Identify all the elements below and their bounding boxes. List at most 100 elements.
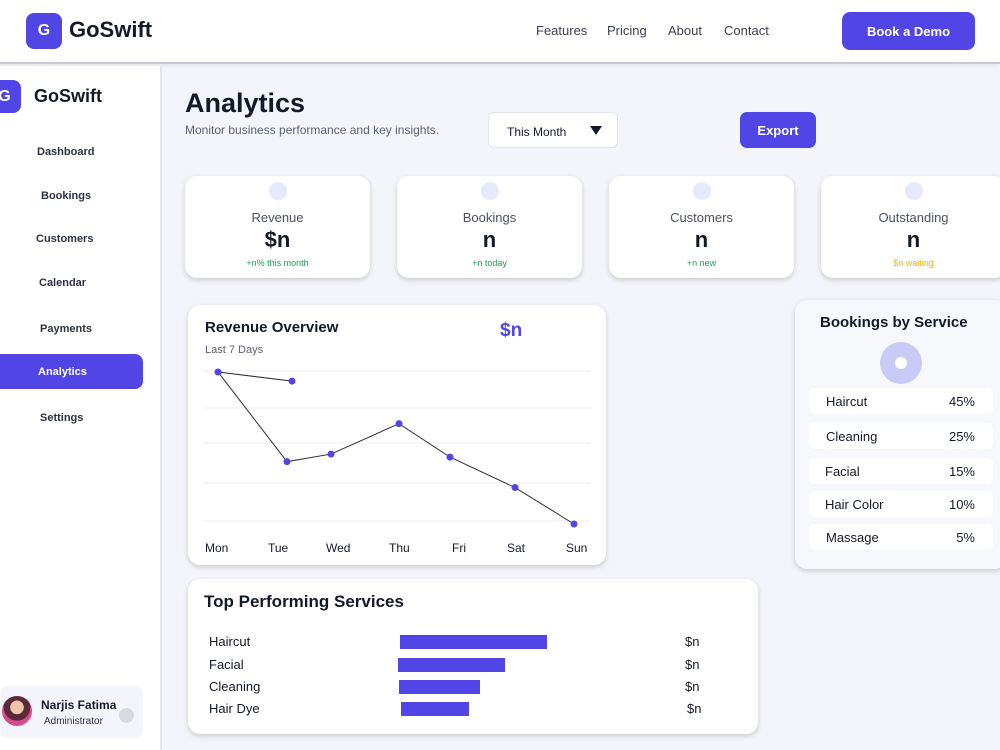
stat-label: Outstanding <box>878 210 949 225</box>
sidebar-brand-badge[interactable]: G <box>0 80 21 113</box>
sidebar-item-payments[interactable]: Payments <box>40 323 92 335</box>
series-line-extra <box>217 371 293 382</box>
nav-link-features[interactable]: Features <box>536 23 588 38</box>
stat-note: +n new <box>686 258 717 268</box>
service-value: $n <box>685 634 700 649</box>
x-tick-label: Sat <box>507 541 526 555</box>
data-point[interactable] <box>446 453 454 461</box>
stat-value: n <box>482 227 497 252</box>
table-row: Haircut $n <box>188 631 758 651</box>
stat-value: n <box>906 227 921 252</box>
stat-value: n <box>694 227 709 252</box>
service-value: $n <box>685 657 700 672</box>
service-percent: 5% <box>956 530 975 545</box>
service-name: Haircut <box>209 634 251 649</box>
stat-note: +n today <box>472 258 507 268</box>
revenue-overview-subtitle: Last 7 Days <box>205 344 264 356</box>
top-navbar: G GoSwift Features Pricing About Contact… <box>0 0 1000 64</box>
series-line <box>217 371 575 525</box>
data-point[interactable] <box>288 377 296 385</box>
date-range-select[interactable]: This Month <box>488 112 618 148</box>
x-tick-label: Fri <box>452 541 466 555</box>
service-percent: 15% <box>948 464 975 479</box>
avatar[interactable] <box>2 696 32 726</box>
service-name: Cleaning <box>826 429 878 444</box>
service-percent: 10% <box>948 497 975 512</box>
x-tick-label: Wed <box>326 541 350 555</box>
list-item: Massage 5% <box>809 524 993 550</box>
outstanding-icon <box>904 182 923 200</box>
sidebar-item-customers[interactable]: Customers <box>36 233 94 245</box>
user-name: Narjis Fatima <box>41 698 117 712</box>
brand-name[interactable]: GoSwift <box>69 17 153 42</box>
x-tick-label: Sun <box>566 541 587 555</box>
top-services-title: Top Performing Services <box>204 592 404 611</box>
customers-icon <box>692 182 711 200</box>
stat-card-customers: Customers n +n new <box>609 176 794 278</box>
service-name: Hair Color <box>825 497 884 512</box>
service-value: $n <box>685 679 700 694</box>
service-bar <box>398 658 505 672</box>
table-row: Hair Dye $n <box>188 698 758 718</box>
donut-chart-icon <box>880 342 922 384</box>
date-range-value: This Month <box>507 125 567 139</box>
service-value: $n <box>687 701 702 716</box>
page-subtitle: Monitor business performance and key ins… <box>185 123 440 137</box>
stat-card-revenue: Revenue $n +n% this month <box>185 176 370 278</box>
data-point[interactable] <box>511 484 519 492</box>
x-tick-label: Thu <box>389 541 410 555</box>
book-demo-button[interactable]: Book a Demo <box>842 12 975 50</box>
revenue-overview-card: Mon Tue Wed Thu Fri Sat Sun Revenue Overview $… <box>188 305 606 565</box>
stat-label: Revenue <box>251 210 304 225</box>
service-name: Massage <box>826 530 879 545</box>
table-row: Facial $n <box>188 654 758 674</box>
sidebar-brand-name[interactable]: GoSwift <box>34 86 102 106</box>
service-name: Cleaning <box>209 679 261 694</box>
user-role: Administrator <box>44 716 103 727</box>
sidebar: G GoSwift Dashboard Bookings Customers C… <box>0 66 162 750</box>
stat-value: $n <box>264 227 291 252</box>
sidebar-item-bookings[interactable]: Bookings <box>41 190 92 202</box>
data-point[interactable] <box>395 420 403 428</box>
caret-down-icon <box>590 126 602 135</box>
list-item: Haircut 45% <box>809 388 993 414</box>
data-point[interactable] <box>283 458 291 466</box>
x-tick-label: Mon <box>205 541 228 555</box>
bookings-by-service-card: Bookings by Service Haircut 45% Cleaning… <box>795 300 1000 569</box>
data-point[interactable] <box>214 368 222 376</box>
service-name: Haircut <box>826 394 868 409</box>
revenue-line-chart: Mon Tue Wed Thu Fri Sat Sun <box>204 368 590 555</box>
bookings-icon <box>480 182 499 200</box>
data-point[interactable] <box>327 450 335 458</box>
export-button[interactable]: Export <box>740 112 816 148</box>
sidebar-item-calendar[interactable]: Calendar <box>39 277 87 289</box>
stat-card-bookings: Bookings n +n today <box>397 176 582 278</box>
list-item: Cleaning 25% <box>809 423 993 449</box>
user-profile-card[interactable]: Narjis Fatima Administrator <box>0 686 143 738</box>
nav-link-pricing[interactable]: Pricing <box>607 23 647 38</box>
stat-label: Customers <box>670 210 733 225</box>
data-point[interactable] <box>570 520 578 528</box>
service-bar <box>401 702 469 716</box>
stat-card-outstanding: Outstanding n $n waiting <box>821 176 1000 278</box>
revenue-overview-title: Revenue Overview <box>205 319 339 336</box>
service-percent: 45% <box>948 394 975 409</box>
service-bar <box>400 635 547 649</box>
list-item: Hair Color 10% <box>809 491 993 517</box>
brand-logo-badge[interactable]: G <box>26 13 62 49</box>
service-percent: 25% <box>948 429 975 444</box>
service-name: Hair Dye <box>209 701 260 716</box>
x-tick-label: Tue <box>268 541 289 555</box>
sidebar-item-settings[interactable]: Settings <box>40 412 84 424</box>
list-item: Facial 15% <box>809 458 993 484</box>
user-status-dot-icon[interactable] <box>119 708 134 723</box>
sidebar-item-dashboard[interactable]: Dashboard <box>37 146 95 158</box>
nav-link-contact[interactable]: Contact <box>724 23 769 38</box>
nav-link-about[interactable]: About <box>668 23 702 38</box>
sidebar-item-analytics[interactable]: Analytics <box>0 354 143 389</box>
service-name: Facial <box>825 464 860 479</box>
table-row: Cleaning $n <box>188 676 758 696</box>
stat-note: +n% this month <box>246 258 309 268</box>
stat-label: Bookings <box>462 210 517 225</box>
revenue-icon <box>268 182 287 200</box>
